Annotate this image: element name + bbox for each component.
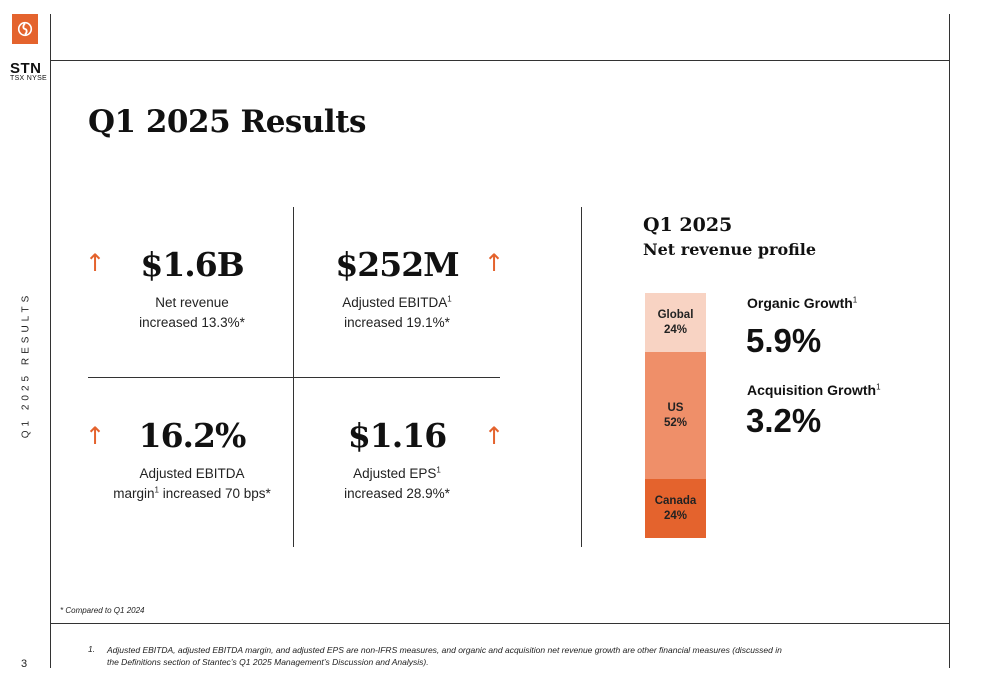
kpi-net-revenue: $1.6B Net revenue increased 13.3%* [92,245,292,333]
revenue-profile-subtitle: Net revenue profile [643,240,817,259]
segment-name: US [667,401,684,414]
kpi-value: 16.2% [138,416,247,455]
page-title: Q1 2025 Results [88,104,366,140]
acquisition-growth-label: Acquisition Growth1 [747,382,881,398]
kpi-description: Adjusted EBITDA1 increased 19.1%* [342,294,452,330]
segment-share: 24% [663,323,688,336]
header-divider [50,60,950,61]
revenue-segment-global: Global 24% [645,293,706,352]
segment-name: Global [657,308,694,321]
stantec-logo-icon [12,14,38,44]
revenue-profile-title: Q1 2025 [643,214,733,236]
kpi-value: $1.16 [347,416,447,455]
revenue-segment-canada: Canada 24% [645,479,706,538]
revenue-segment-us: US 52% [645,352,706,479]
section-side-label: Q1 2025 RESULTS [20,291,32,439]
up-arrow-icon: ↑ [484,422,505,450]
kpi-value: $252M [335,245,459,284]
footnote-number: 1. [88,644,96,654]
segment-share: 24% [663,509,688,522]
acquisition-growth-value: 3.2% [746,402,822,439]
comparison-note: * Compared to Q1 2024 [60,606,145,615]
segment-name: Canada [654,494,697,507]
page-number: 3 [21,658,28,670]
up-arrow-icon: ↑ [85,249,106,277]
section-divider [581,207,582,547]
exchange-listing: TSX NYSE [10,75,48,82]
kpi-grid-horizontal-divider [88,377,500,378]
kpi-adjusted-eps: $1.16 Adjusted EPS1 increased 28.9%* [297,416,497,504]
kpi-adjusted-ebitda: $252M Adjusted EBITDA1 increased 19.1%* [297,245,497,333]
kpi-description: Adjusted EPS1 increased 28.9%* [344,465,450,501]
up-arrow-icon: ↑ [85,422,106,450]
ticker-symbol: STN [10,60,42,77]
right-frame-line [949,14,950,668]
kpi-ebitda-margin: 16.2% Adjusted EBITDA margin1 increased … [92,416,292,504]
kpi-description: Adjusted EBITDA margin1 increased 70 bps… [113,466,271,501]
segment-share: 52% [663,416,688,429]
organic-growth-value: 5.9% [746,322,822,359]
up-arrow-icon: ↑ [484,249,505,277]
organic-growth-label: Organic Growth1 [747,295,858,311]
kpi-description: Net revenue increased 13.3%* [139,295,245,330]
footnote-text: Adjusted EBITDA, adjusted EBITDA margin,… [107,645,782,667]
left-frame-line [50,14,51,668]
kpi-value: $1.6B [140,245,244,284]
footer-divider [50,623,950,624]
